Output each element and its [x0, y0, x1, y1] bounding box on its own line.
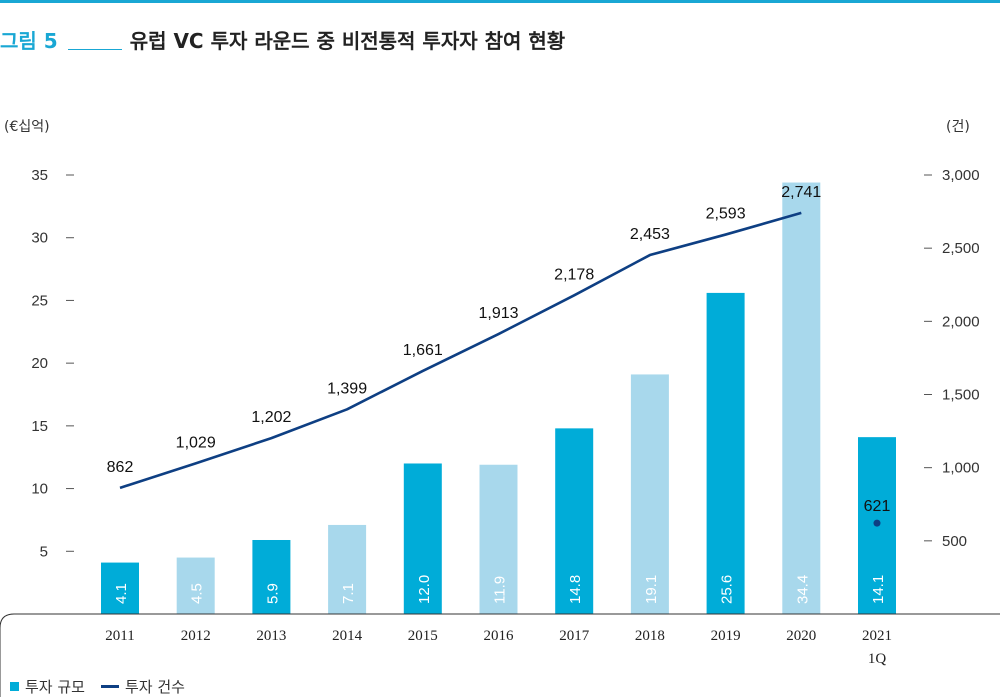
right-axis-tick-label: 500 — [942, 533, 967, 550]
x-axis-baseline — [0, 613, 1000, 697]
line-value-label: 1,913 — [478, 305, 518, 322]
left-axis-tick-label: 25 — [31, 292, 48, 309]
left-axis-tick-label: 20 — [31, 355, 48, 372]
left-axis-tick-label: 5 — [40, 543, 48, 560]
bar — [479, 464, 518, 614]
right-axis-unit: (건) — [946, 119, 970, 135]
x-category-label: 2017 — [559, 628, 590, 644]
line-value-label: 1,399 — [327, 380, 367, 397]
x-category-label: 2015 — [408, 628, 438, 644]
bar-value-label: 34.4 — [794, 575, 811, 604]
line-value-label: 1,029 — [176, 434, 216, 451]
legend-bar-swatch — [10, 682, 19, 691]
line-point — [873, 519, 881, 527]
bar — [101, 562, 139, 614]
left-axis-tick-label: 35 — [31, 167, 48, 184]
bar — [328, 524, 367, 614]
x-category-label: 2011 — [105, 628, 134, 644]
bar-value-label: 5.9 — [264, 583, 281, 604]
top-accent-rule — [0, 0, 1000, 3]
x-category-label: 2020 — [786, 628, 816, 644]
legend-line-label: 투자 건수 — [124, 678, 185, 696]
bar — [176, 557, 215, 614]
bar-value-label: 11.9 — [492, 576, 509, 604]
legend: 투자 규모 투자 건수 — [10, 676, 185, 697]
x-category-label: 2016 — [484, 628, 515, 644]
x-category-label: 2018 — [635, 628, 665, 644]
line-value-label: 1,661 — [403, 342, 443, 359]
legend-bar-label: 투자 규모 — [25, 678, 85, 696]
x-category-label: 2014 — [332, 628, 363, 644]
line-value-label: 1,202 — [251, 409, 291, 426]
figure-title: 유럽 VC 투자 라운드 중 비전통적 투자자 참여 현황 — [129, 29, 566, 53]
right-axis-tick-label: 1,000 — [942, 460, 980, 477]
bar — [630, 374, 669, 614]
bar — [782, 182, 821, 615]
bar-value-label: 19.1 — [643, 575, 660, 604]
bar-value-label: 14.1 — [870, 575, 887, 604]
line-value-label: 2,593 — [706, 206, 746, 223]
bar — [706, 292, 745, 614]
x-category-label: 2012 — [181, 628, 211, 644]
line-value-label: 621 — [864, 498, 891, 515]
figure-title-row: 그림 5 유럽 VC 투자 라운드 중 비전통적 투자자 참여 현황 — [0, 22, 565, 54]
x-category-label: 1Q — [868, 651, 887, 667]
line-value-label: 2,178 — [554, 266, 594, 283]
right-axis-tick-label: 2,500 — [942, 240, 980, 257]
bar — [252, 539, 291, 614]
line-series-count — [119, 211, 802, 490]
legend-line-swatch — [100, 685, 119, 688]
left-axis-tick-label: 10 — [31, 481, 48, 498]
left-axis-tick-label: 30 — [31, 230, 48, 247]
line-value-label: 862 — [107, 459, 134, 476]
bar-value-label: 14.8 — [567, 575, 584, 604]
right-axis-tick-label: 3,000 — [942, 167, 980, 184]
figure-label: 그림 5 — [0, 29, 58, 53]
right-axis-tick-label: 2,000 — [942, 313, 980, 330]
x-category-label: 2013 — [256, 628, 286, 644]
bar — [555, 428, 594, 614]
x-category-label: 2021 — [862, 628, 892, 644]
line-value-label: 2,741 — [781, 184, 821, 201]
left-axis-unit: (€십억) — [4, 119, 50, 135]
bar-value-label: 4.1 — [113, 583, 130, 604]
bar-value-label: 25.6 — [719, 575, 736, 604]
bar — [403, 463, 442, 614]
left-axis-tick-label: 15 — [31, 418, 48, 435]
bar-value-label: 4.5 — [189, 583, 206, 604]
figure-label-underline — [67, 49, 122, 50]
bar-value-label: 12.0 — [416, 575, 433, 604]
x-category-label: 2019 — [711, 628, 741, 644]
line-value-label: 2,453 — [630, 226, 670, 243]
right-axis-tick-label: 1,500 — [942, 387, 980, 404]
bar-value-label: 7.1 — [340, 583, 357, 604]
